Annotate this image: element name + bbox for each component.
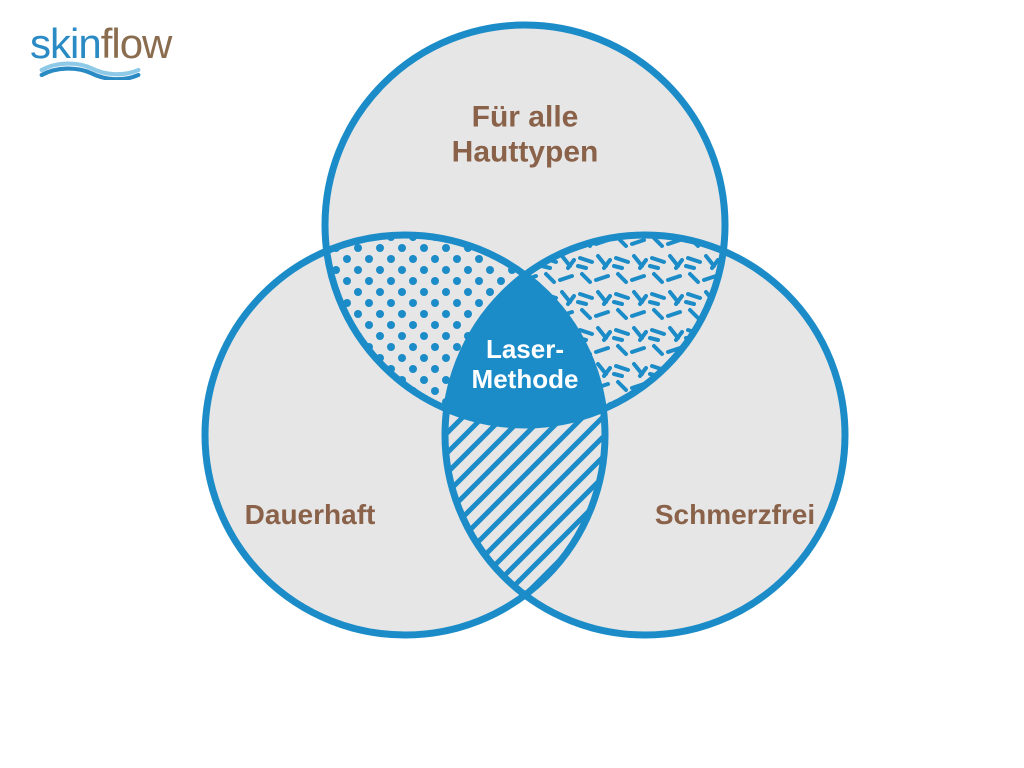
- venn-label-left: Dauerhaft: [245, 499, 376, 531]
- venn-label-right: Schmerzfrei: [655, 499, 815, 531]
- venn-label-top: Für alle Hauttypen: [395, 101, 655, 170]
- venn-label-center: Laser- Methode: [445, 335, 605, 395]
